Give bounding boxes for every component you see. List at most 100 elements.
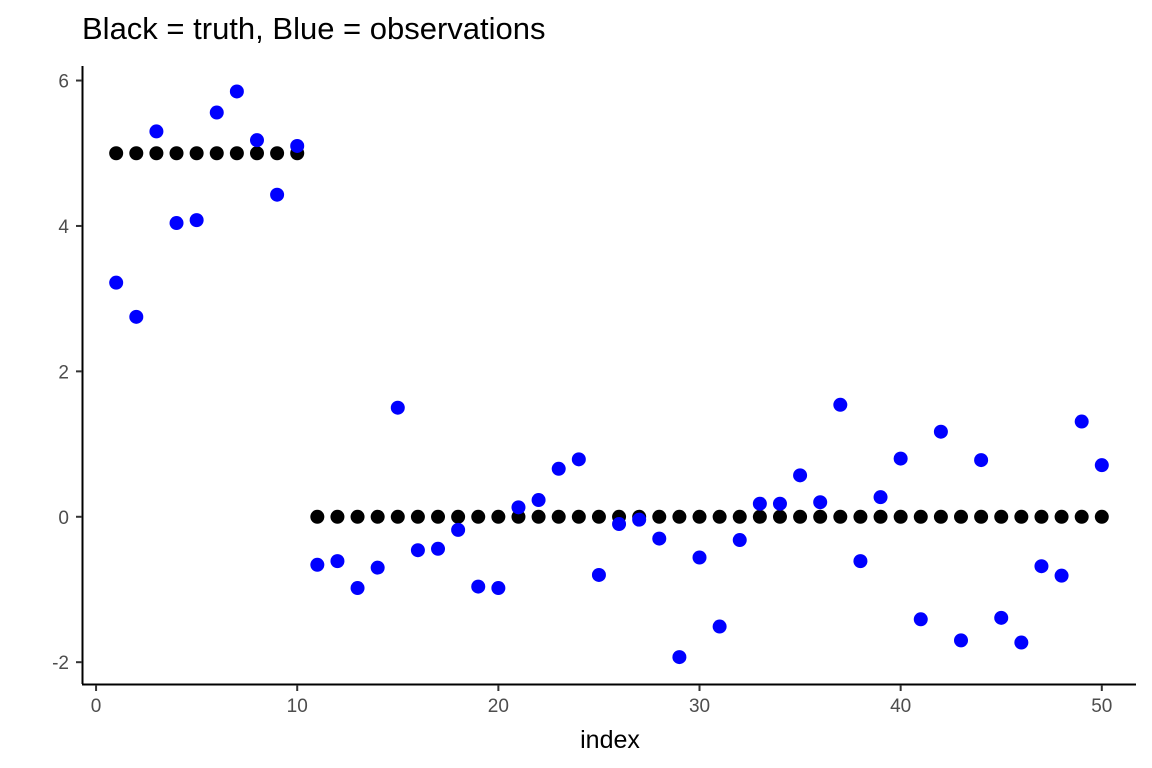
truth-point — [1034, 509, 1049, 524]
truth-point — [1094, 509, 1109, 524]
y-tick-label: 4 — [58, 217, 69, 238]
truth-point — [189, 146, 204, 161]
observation-point — [933, 424, 948, 439]
y-axis-ticks: -2 0 2 4 6 — [52, 72, 82, 674]
y-tick-label: 6 — [58, 72, 69, 93]
truth-point — [652, 509, 667, 524]
truth-point — [933, 509, 948, 524]
truth-point — [591, 509, 606, 524]
observation-point — [793, 468, 808, 483]
observation-point — [189, 213, 204, 228]
x-tick-label: 0 — [91, 696, 102, 717]
observation-point — [431, 541, 446, 556]
truth-point — [410, 509, 425, 524]
observation-point — [591, 567, 606, 582]
truth-point — [913, 509, 928, 524]
observation-point — [129, 309, 144, 324]
observation-point — [410, 543, 425, 558]
observation-point — [954, 633, 969, 648]
observation-point — [712, 619, 727, 634]
observation-point — [632, 512, 647, 527]
truth-point — [772, 509, 787, 524]
truth-point — [752, 509, 767, 524]
truth-point — [129, 146, 144, 161]
observation-point — [109, 275, 124, 290]
truth-point — [390, 509, 405, 524]
truth-point — [551, 509, 566, 524]
truth-point — [229, 146, 244, 161]
truth-point — [109, 146, 124, 161]
truth-point — [571, 509, 586, 524]
observation-point — [370, 560, 385, 575]
truth-point — [310, 509, 325, 524]
truth-point — [471, 509, 486, 524]
truth-point — [893, 509, 908, 524]
observation-series — [109, 84, 1109, 665]
observation-point — [994, 610, 1009, 625]
truth-point — [370, 509, 385, 524]
x-axis-title: index — [580, 726, 640, 754]
observation-point — [451, 522, 466, 537]
observation-point — [813, 495, 828, 510]
y-tick-label: -2 — [52, 653, 69, 674]
truth-point — [692, 509, 707, 524]
truth-point — [1074, 509, 1089, 524]
observation-point — [1054, 568, 1069, 583]
x-tick-label: 20 — [488, 696, 509, 717]
observation-point — [612, 517, 627, 532]
truth-point — [853, 509, 868, 524]
truth-point — [672, 509, 687, 524]
observation-point — [149, 124, 164, 139]
observation-point — [290, 138, 305, 153]
truth-point — [169, 146, 184, 161]
observation-point — [209, 105, 224, 120]
y-tick-label: 0 — [58, 508, 69, 529]
observation-point — [913, 612, 928, 627]
x-tick-label: 30 — [689, 696, 710, 717]
observation-point — [330, 554, 345, 569]
truth-point — [793, 509, 808, 524]
truth-point — [974, 509, 989, 524]
chart-title: Black = truth, Blue = observations — [82, 11, 546, 46]
observation-point — [1094, 458, 1109, 473]
observation-point — [692, 550, 707, 565]
truth-point — [330, 509, 345, 524]
observation-point — [229, 84, 244, 99]
observation-point — [893, 451, 908, 466]
observation-point — [310, 557, 325, 572]
truth-point — [149, 146, 164, 161]
y-tick-label: 2 — [58, 362, 69, 383]
observation-point — [350, 581, 365, 596]
truth-point — [833, 509, 848, 524]
x-tick-label: 40 — [890, 696, 911, 717]
observation-point — [652, 531, 667, 546]
observation-point — [752, 496, 767, 511]
data-points — [109, 84, 1109, 665]
truth-point — [873, 509, 888, 524]
observation-point — [390, 400, 405, 415]
truth-point — [954, 509, 969, 524]
x-axis-ticks: 0 10 20 30 40 50 — [91, 685, 1112, 717]
observation-point — [1074, 414, 1089, 429]
observation-point — [772, 496, 787, 511]
truth-point — [451, 509, 466, 524]
truth-point — [813, 509, 828, 524]
observation-point — [169, 216, 184, 231]
x-tick-label: 50 — [1091, 696, 1112, 717]
observation-point — [672, 650, 687, 665]
observation-point — [1014, 635, 1029, 650]
observation-point — [511, 500, 526, 515]
observation-point — [531, 493, 546, 508]
observation-point — [551, 461, 566, 476]
truth-point — [270, 146, 285, 161]
truth-point — [209, 146, 224, 161]
observation-point — [1034, 559, 1049, 574]
truth-point — [491, 509, 506, 524]
observation-point — [873, 490, 888, 505]
observation-point — [491, 581, 506, 596]
observation-point — [833, 397, 848, 412]
truth-series — [109, 146, 1109, 524]
observation-point — [974, 453, 989, 468]
x-tick-label: 10 — [287, 696, 308, 717]
